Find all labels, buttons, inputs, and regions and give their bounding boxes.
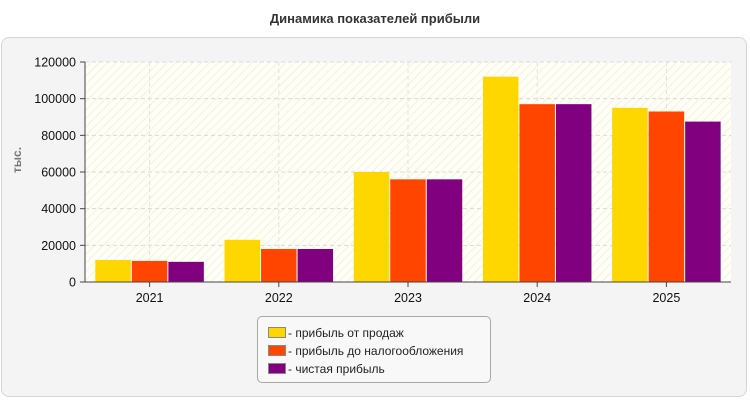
- x-tick-label: 2025: [652, 291, 680, 305]
- y-tick-label: 80000: [41, 129, 76, 143]
- bar-2025-series-1: [612, 107, 648, 282]
- y-tick-label: 100000: [34, 92, 76, 106]
- bar-2022-series-1: [224, 239, 261, 282]
- tick-labels: 0 20000 40000 60000 80000 100000 120000 2021 202…: [34, 56, 680, 306]
- legend-label: - чистая прибыль: [288, 362, 385, 376]
- legend-swatch: [268, 363, 286, 374]
- bar-2021-series-3: [168, 261, 204, 282]
- bar-2025-series-3: [685, 121, 721, 282]
- chart-title: Динамика показателей прибыли: [269, 11, 481, 26]
- bar-2022-series-2: [261, 249, 297, 282]
- x-tick-label: 2024: [523, 291, 551, 305]
- x-tick-label: 2021: [136, 291, 164, 305]
- bars: [95, 76, 721, 283]
- bar-2024-series-1: [482, 76, 519, 283]
- legend-swatch: [268, 345, 286, 356]
- bar-2025-series-2: [648, 111, 685, 282]
- y-tick-label: 60000: [41, 166, 76, 180]
- legend-swatch: [268, 327, 286, 338]
- legend-item[interactable]: - чистая прибыль: [258, 360, 490, 378]
- x-tick-label: 2022: [265, 291, 293, 305]
- bar-2021-series-1: [95, 260, 131, 282]
- legend: - прибыль от продаж - прибыль до налогоо…: [257, 316, 491, 383]
- y-tick-label: 120000: [34, 56, 76, 70]
- bar-2024-series-3: [555, 104, 592, 283]
- bar-2023-series-2: [390, 179, 426, 282]
- bar-2022-series-3: [297, 249, 334, 282]
- y-axis-label: тыс.: [10, 147, 24, 173]
- axes: [80, 61, 731, 287]
- y-tick-label: 0: [69, 276, 76, 290]
- x-tick-label: 2023: [394, 291, 422, 305]
- bar-2023-series-1: [353, 172, 390, 282]
- legend-item[interactable]: - прибыль от продаж: [258, 324, 490, 342]
- legend-label: - прибыль до налогообложения: [288, 344, 464, 358]
- legend-item[interactable]: - прибыль до налогообложения: [258, 342, 490, 360]
- bar-2024-series-2: [519, 104, 555, 283]
- legend-label: - прибыль от продаж: [288, 326, 404, 340]
- bar-2023-series-3: [426, 179, 463, 282]
- bar-2021-series-2: [131, 260, 168, 282]
- y-tick-label: 40000: [41, 202, 76, 216]
- y-tick-label: 20000: [41, 239, 76, 253]
